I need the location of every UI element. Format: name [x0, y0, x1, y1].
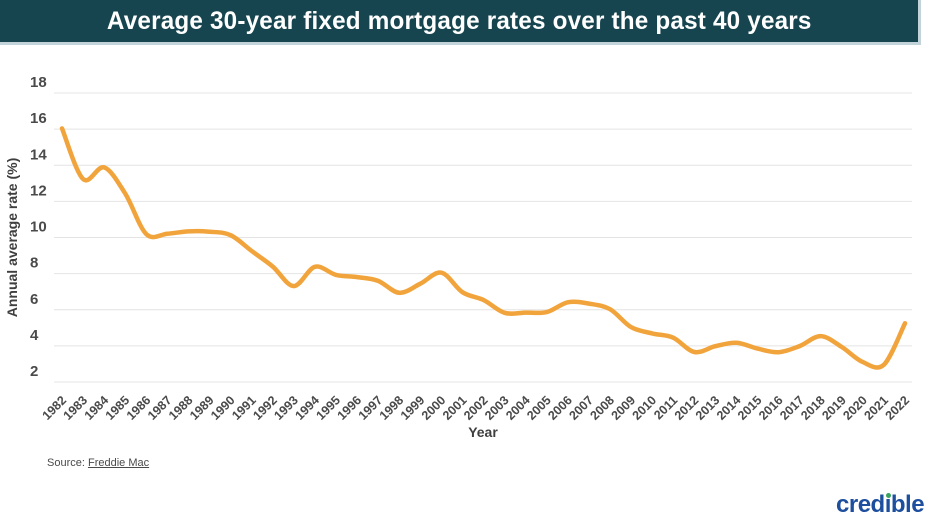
y-tick-label: 6	[30, 291, 38, 308]
x-axis-title: Year	[468, 424, 498, 440]
y-tick-label: 8	[30, 255, 38, 272]
mortgage-rate-line-chart: 2468101214161819821983198419851986198719…	[4, 74, 913, 440]
logo-part2: ble	[890, 491, 925, 518]
source-prefix: Source:	[47, 457, 88, 469]
y-tick-label: 2	[30, 363, 38, 380]
x-tick-label: 2022	[883, 393, 913, 423]
y-tick-label: 10	[30, 219, 47, 236]
source-note: Source: Freddie Mac	[47, 457, 149, 469]
y-axis-title: Annual average rate (%)	[4, 158, 20, 318]
logo-part1: cred	[836, 491, 885, 518]
logo-i-green-dot: ı	[884, 491, 892, 518]
chart-title-bar: Average 30-year fixed mortgage rates ove…	[0, 0, 921, 45]
credible-logo[interactable]: credıble	[836, 491, 925, 519]
y-tick-label: 12	[30, 182, 47, 199]
y-tick-label: 14	[30, 146, 47, 163]
source-link[interactable]: Freddie Mac	[87, 457, 150, 469]
y-tick-label: 16	[30, 110, 47, 127]
rate-series-line	[59, 126, 908, 370]
y-tick-label: 4	[30, 327, 39, 344]
y-tick-label: 18	[30, 74, 47, 91]
chart-title: Average 30-year fixed mortgage rates ove…	[106, 6, 812, 35]
